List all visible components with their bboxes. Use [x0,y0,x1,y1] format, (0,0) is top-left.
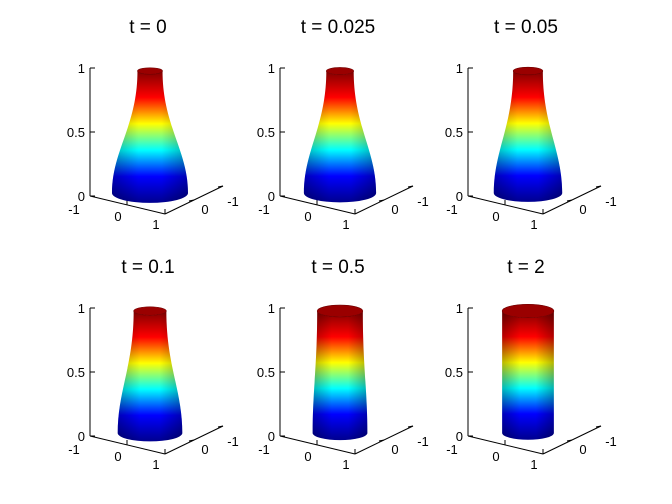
y-tick-label: 0 [391,442,398,457]
panel-6: t = 200.51-1 010-1 [445,257,617,472]
x-tick-label: 1 [530,217,537,232]
x-tick-label: -1 [68,442,80,457]
panel-title: t = 0.05 [494,17,558,38]
y-tick-label: -1 [227,434,239,449]
y-tick [595,425,602,428]
x-tick-label: -1 [446,442,458,457]
surface-shading [312,311,368,441]
z-tick-label: 1 [268,301,275,316]
y-tick [217,185,224,188]
surface-top-cap [501,303,555,319]
surface-top-cap [137,67,163,75]
x-tick-label: -1 [258,442,270,457]
z-tick-label: 0.5 [257,125,275,140]
surface-shading [493,71,563,202]
panel-title: t = 0.1 [121,257,174,278]
x-tick-label: 1 [530,457,537,472]
x-tick-label: 1 [342,217,349,232]
z-tick-label: 1 [78,61,85,76]
y-tick [407,185,414,188]
z-tick-label: 1 [456,61,463,76]
z-tick-label: 0.5 [257,365,275,380]
z-tick-label: 0 [78,189,85,204]
y-tick-label: 0 [579,442,586,457]
x-tick-label: 0 [114,449,121,464]
x-tick-label: 1 [342,457,349,472]
y-tick [566,439,573,442]
y-tick [566,199,573,202]
z-tick-label: 0 [456,429,463,444]
x-tick-label: 0 [304,209,311,224]
y-tick-label: 0 [201,442,208,457]
surface-top-cap [326,67,354,75]
x-tick-label: -1 [446,202,458,217]
y-tick [595,185,602,188]
y-tick-label: 0 [201,202,208,217]
surface-top-cap [316,304,364,318]
z-tick-label: 0.5 [445,365,463,380]
panel-1: t = 000.51-1 010-1 [67,17,239,232]
z-tick-label: 1 [78,301,85,316]
y-tick-label: -1 [227,194,239,209]
z-tick-label: 0 [78,429,85,444]
y-tick-label: -1 [417,434,429,449]
y-tick-label: 0 [391,202,398,217]
panel-title: t = 0.025 [301,17,375,38]
x-tick-label: 0 [114,209,121,224]
y-tick [188,199,195,202]
x-tick-label: -1 [258,202,270,217]
z-tick-label: 1 [268,61,275,76]
z-tick-label: 0.5 [67,365,85,380]
panel-5: t = 0.500.51-1 010-1 [257,257,429,472]
z-tick-label: 0 [456,189,463,204]
surface-shading [502,311,554,440]
y-tick-label: -1 [417,194,429,209]
x-tick-label: 0 [304,449,311,464]
x-tick-label: 1 [152,457,159,472]
y-tick [188,439,195,442]
y-tick [378,439,385,442]
z-tick-label: 0 [268,189,275,204]
y-tick [217,425,224,428]
y-tick [378,199,385,202]
surface-shading [303,71,377,203]
surface-shading [112,71,188,203]
y-tick-label: 0 [579,202,586,217]
panel-title: t = 0 [129,17,167,38]
z-tick-label: 1 [456,301,463,316]
x-tick-label: 0 [492,209,499,224]
z-tick-label: 0 [268,429,275,444]
z-tick-label: 0.5 [67,125,85,140]
surface-shading [117,311,183,442]
panel-4: t = 0.100.51-1 010-1 [67,257,239,472]
x-tick-label: -1 [68,202,80,217]
surface-top-cap [133,306,167,316]
y-tick-label: -1 [605,194,617,209]
y-tick [407,425,414,428]
x-tick-label: 0 [492,449,499,464]
panel-title: t = 2 [507,257,545,278]
y-tick-label: -1 [605,434,617,449]
z-tick-label: 0.5 [445,125,463,140]
panel-title: t = 0.5 [311,257,364,278]
x-tick-label: 1 [152,217,159,232]
surface-top-cap [512,66,544,76]
